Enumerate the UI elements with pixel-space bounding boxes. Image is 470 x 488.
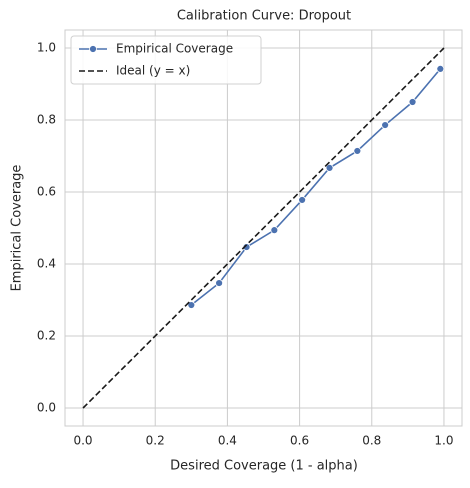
point bbox=[298, 196, 307, 204]
point bbox=[353, 147, 362, 155]
y-tick-label: 0.6 bbox=[37, 185, 56, 199]
y-tick-label: 0.8 bbox=[37, 113, 56, 127]
legend-marker bbox=[89, 45, 97, 53]
x-axis-label: Desired Coverage (1 - alpha) bbox=[170, 459, 358, 474]
y-tick-label: 1.0 bbox=[37, 41, 56, 55]
x-tick-label: 1.0 bbox=[434, 434, 453, 448]
point bbox=[408, 98, 417, 106]
y-tick-label: 0.4 bbox=[37, 257, 56, 271]
legend-label: Empirical Coverage bbox=[116, 42, 233, 56]
y-tick-label: 0.2 bbox=[37, 329, 56, 343]
point bbox=[215, 279, 224, 287]
x-tick-label: 0.4 bbox=[218, 434, 237, 448]
x-tick-label: 0.2 bbox=[146, 434, 165, 448]
x-tick-label: 0.6 bbox=[290, 434, 309, 448]
x-tick-label: 0.8 bbox=[362, 434, 381, 448]
series-line bbox=[82, 47, 445, 409]
plot-frame bbox=[64, 29, 463, 427]
point bbox=[270, 226, 279, 235]
point bbox=[242, 243, 251, 251]
legend-box bbox=[70, 35, 262, 85]
point bbox=[381, 121, 390, 129]
chart-title: Calibration Curve: Dropout bbox=[177, 9, 351, 24]
legend-label: Ideal (y = x) bbox=[116, 64, 190, 78]
series-line bbox=[190, 68, 441, 306]
point bbox=[436, 64, 445, 73]
point bbox=[325, 163, 334, 172]
point bbox=[187, 301, 196, 309]
x-tick-label: 0.0 bbox=[73, 434, 92, 448]
y-tick-label: 0.0 bbox=[37, 401, 56, 415]
y-axis-label: Empirical Coverage bbox=[10, 165, 25, 292]
